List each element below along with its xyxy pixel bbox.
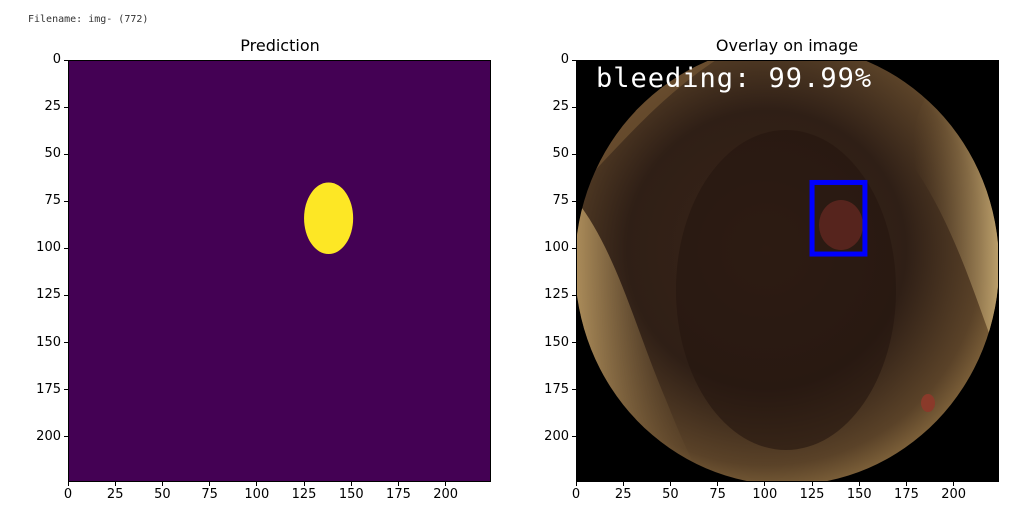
x-tick-mark (445, 482, 447, 486)
x-tick-label: 25 (614, 487, 632, 502)
x-tick-label: 50 (154, 487, 171, 502)
x-tick-mark (811, 482, 813, 486)
y-tick-label: 150 (544, 334, 569, 350)
x-tick-mark (575, 482, 577, 486)
tissue-dark-lumen (676, 130, 896, 450)
y-tick-label: 100 (36, 240, 61, 256)
y-tick-mark (64, 59, 68, 61)
y-tick-label: 125 (36, 287, 61, 303)
x-tick-label: 0 (63, 487, 73, 502)
x-tick-mark (764, 482, 766, 486)
y-tick-label: 25 (552, 99, 569, 115)
x-tick-mark (953, 482, 955, 486)
x-tick-label: 100 (244, 487, 270, 502)
prediction-axes-border (68, 60, 491, 482)
x-tick-mark (717, 482, 719, 486)
y-tick-mark (64, 153, 68, 155)
y-tick-label: 50 (44, 146, 61, 162)
x-tick-mark (905, 482, 907, 486)
x-tick-label: 75 (201, 487, 218, 502)
y-tick-label: 200 (36, 428, 61, 444)
y-tick-label: 175 (36, 381, 61, 397)
x-tick-mark (622, 482, 624, 486)
x-tick-mark (350, 482, 352, 486)
y-tick-mark (64, 294, 68, 296)
y-tick-mark (572, 247, 576, 249)
filename-label: Filename: img- (772) (28, 14, 149, 25)
y-tick-label: 125 (544, 287, 569, 303)
x-tick-label: 175 (894, 487, 919, 502)
y-tick-mark (64, 389, 68, 391)
x-tick-mark (209, 482, 211, 486)
x-tick-label: 0 (571, 487, 581, 502)
y-tick-label: 0 (560, 52, 569, 67)
x-tick-mark (303, 482, 305, 486)
y-tick-label: 25 (44, 99, 61, 115)
detection-bounding-box (809, 179, 868, 257)
x-tick-label: 175 (386, 487, 411, 502)
overlay-plot: bleeding: 99.99% (576, 60, 999, 482)
lesion-area (819, 200, 863, 250)
endoscopy-image (576, 60, 999, 482)
y-tick-label: 50 (552, 146, 569, 162)
x-tick-mark (397, 482, 399, 486)
prediction-canvas (68, 60, 491, 482)
y-tick-label: 75 (44, 193, 61, 209)
y-tick-mark (64, 247, 68, 249)
x-tick-mark (669, 482, 671, 486)
x-tick-label: 50 (662, 487, 679, 502)
x-tick-mark (114, 482, 116, 486)
y-tick-mark (64, 436, 68, 438)
y-tick-mark (572, 200, 576, 202)
x-tick-label: 150 (338, 487, 364, 502)
y-tick-mark (64, 342, 68, 344)
y-tick-mark (572, 106, 576, 108)
y-tick-mark (64, 200, 68, 202)
overlay-axes-border (576, 60, 999, 482)
y-tick-label: 200 (544, 428, 569, 444)
prediction-background (68, 60, 491, 482)
y-tick-label: 0 (52, 52, 61, 67)
prediction-mask (304, 182, 354, 255)
y-tick-mark (572, 294, 576, 296)
overlay-panel-title: Overlay on image (715, 36, 859, 55)
x-tick-label: 125 (291, 487, 317, 502)
prediction-panel-title: Prediction (240, 36, 320, 55)
red-spot (921, 394, 935, 412)
x-tick-label: 150 (846, 487, 872, 502)
y-tick-mark (572, 436, 576, 438)
x-tick-label: 200 (941, 487, 967, 502)
y-tick-label: 75 (552, 193, 569, 209)
y-tick-mark (572, 59, 576, 61)
y-tick-label: 150 (36, 334, 61, 350)
prediction-plot (68, 60, 491, 482)
x-tick-mark (858, 482, 860, 486)
y-tick-mark (572, 389, 576, 391)
x-tick-mark (67, 482, 69, 486)
y-tick-label: 175 (544, 381, 569, 397)
x-tick-label: 100 (752, 487, 778, 502)
x-tick-mark (256, 482, 258, 486)
y-tick-mark (64, 106, 68, 108)
detection-label: bleeding: 99.99% (596, 63, 873, 94)
x-tick-label: 25 (106, 487, 124, 502)
x-tick-label: 200 (433, 487, 459, 502)
y-tick-mark (572, 342, 576, 344)
x-tick-label: 125 (799, 487, 825, 502)
y-tick-mark (572, 153, 576, 155)
x-tick-label: 75 (709, 487, 726, 502)
x-tick-mark (161, 482, 163, 486)
y-tick-label: 100 (544, 240, 569, 256)
